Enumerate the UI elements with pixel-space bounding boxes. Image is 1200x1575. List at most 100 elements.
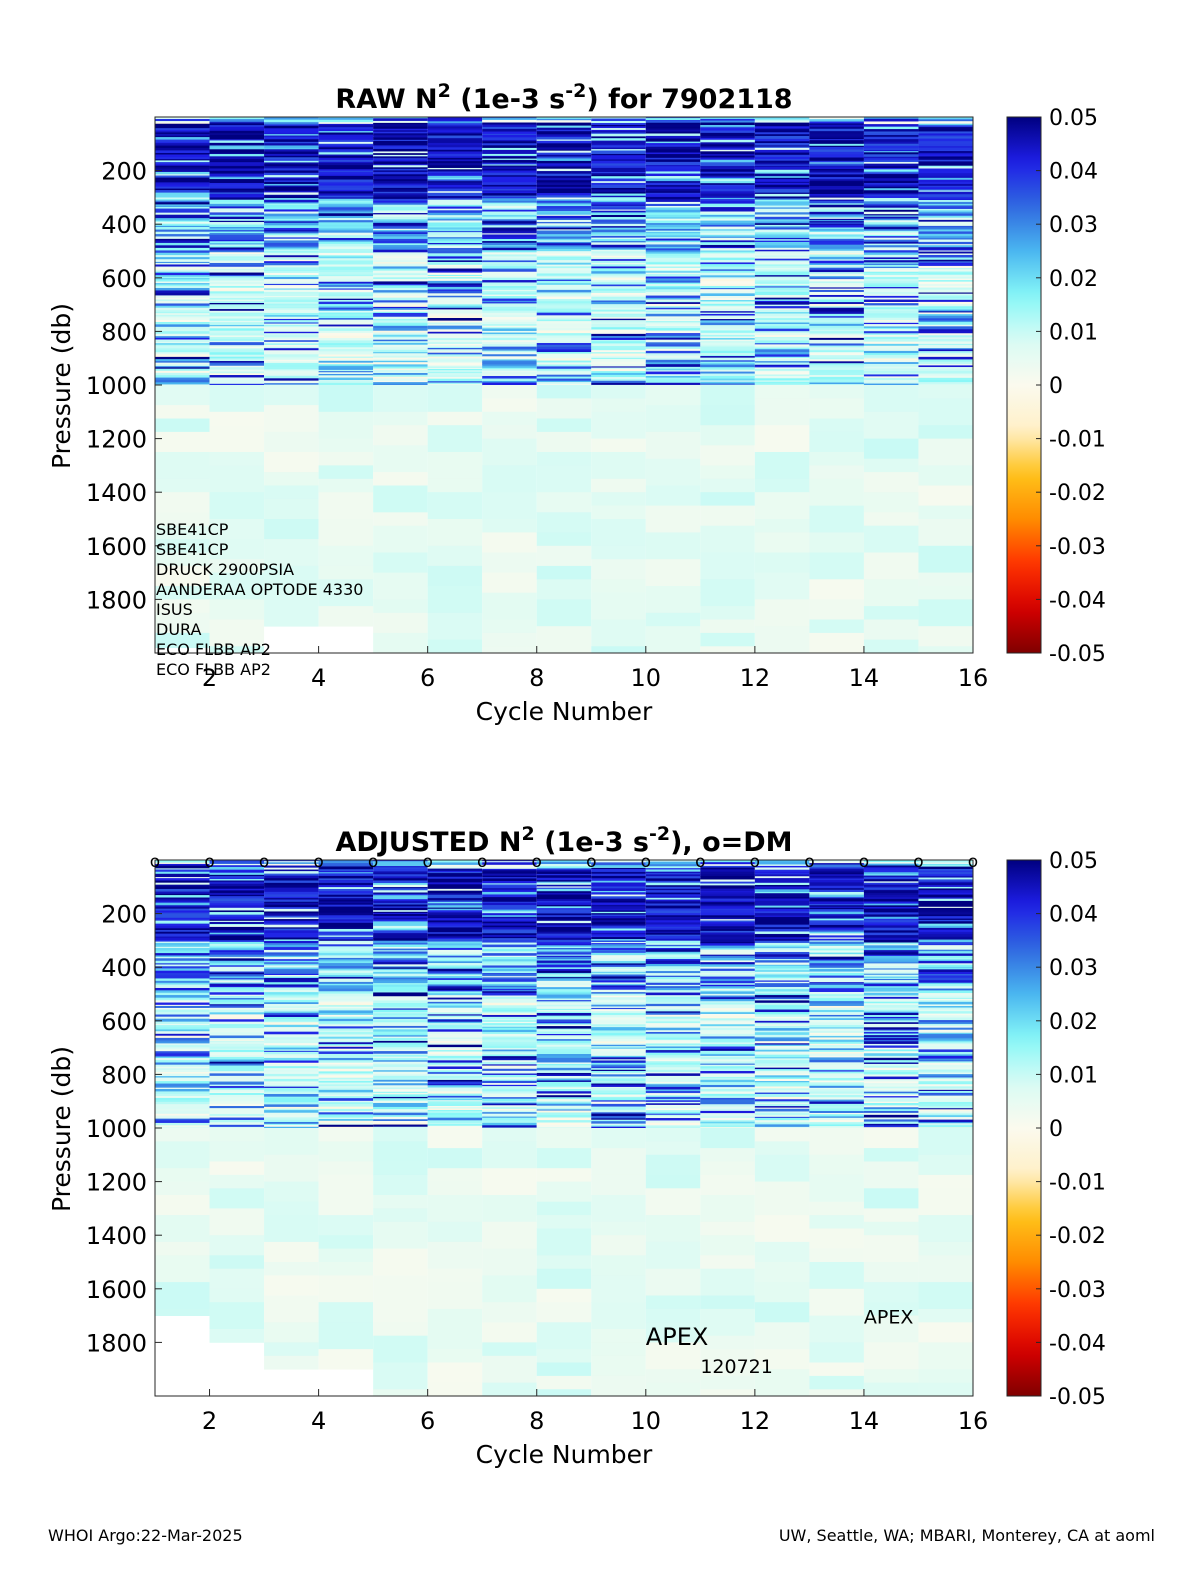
heatmap-cell: [918, 277, 973, 280]
heatmap-cell: [809, 124, 864, 128]
heatmap-cell: [155, 174, 210, 176]
heatmap-cell: [754, 343, 810, 345]
heatmap-cell: [427, 373, 483, 375]
heatmap-cell: [536, 163, 592, 165]
heatmap-cell: [373, 1038, 428, 1041]
heatmap-cell: [155, 118, 210, 122]
heatmap-cell: [591, 1024, 646, 1027]
heatmap-cell: [264, 355, 319, 358]
heatmap-cell: [482, 1020, 537, 1023]
heatmap-cell: [427, 912, 483, 916]
heatmap-cell: [155, 539, 210, 553]
heatmap-cell: [591, 1080, 646, 1083]
heatmap-cell: [482, 289, 537, 292]
heatmap-cell: [645, 339, 701, 343]
heatmap-cell: [209, 177, 265, 180]
heatmap-cell: [645, 880, 701, 884]
heatmap-cell: [373, 195, 428, 198]
heatmap-cell: [918, 937, 973, 940]
heatmap-cell: [155, 919, 210, 922]
heatmap-cell: [155, 1040, 210, 1043]
heatmap-cell: [918, 949, 973, 952]
heatmap-cell: [373, 923, 428, 927]
heatmap-cell: [155, 955, 210, 958]
heatmap-cell: [809, 365, 864, 368]
heatmap-cell: [809, 1362, 864, 1377]
heatmap-cell: [700, 1097, 755, 1100]
heatmap-cell: [645, 311, 701, 315]
heatmap-cell: [373, 179, 428, 182]
heatmap-cell: [591, 999, 646, 1002]
heatmap-cell: [264, 1050, 319, 1053]
heatmap-cell: [918, 190, 973, 193]
heatmap-cell: [482, 157, 537, 159]
heatmap-cell: [809, 293, 864, 296]
heatmap-cell: [536, 1288, 592, 1303]
heatmap-cell: [318, 239, 374, 242]
heatmap-cell: [264, 309, 319, 313]
heatmap-cell: [863, 309, 919, 312]
heatmap-cell: [591, 160, 646, 164]
heatmap-cell: [536, 139, 592, 142]
x-tick-label: 16: [958, 664, 989, 692]
heatmap-cell: [264, 261, 319, 264]
heatmap-cell: [482, 967, 537, 970]
heatmap-cell: [700, 1349, 755, 1377]
heatmap-cell: [918, 183, 973, 187]
heatmap-cell: [863, 1188, 919, 1209]
heatmap-cell: [754, 128, 810, 131]
heatmap-cell: [645, 195, 701, 198]
heatmap-cell: [645, 1241, 701, 1270]
heatmap-cell: [645, 154, 701, 157]
heatmap-cell: [863, 921, 919, 924]
heatmap-cell: [155, 910, 210, 913]
heatmap-cell: [863, 438, 919, 460]
heatmap-cell: [427, 244, 483, 246]
heatmap-cell: [264, 1057, 319, 1061]
heatmap-cell: [918, 1115, 973, 1118]
heatmap-cell: [918, 974, 973, 976]
heatmap-cell: [318, 224, 374, 227]
heatmap-cell: [155, 863, 210, 866]
heatmap-cell: [155, 1215, 210, 1243]
heatmap-cell: [209, 354, 265, 358]
heatmap-cell: [645, 990, 701, 992]
heatmap-cell: [700, 137, 755, 141]
heatmap-cell: [918, 167, 973, 169]
heatmap-cell: [754, 478, 810, 493]
heatmap-cell: [918, 377, 973, 381]
heatmap-cell: [754, 1302, 810, 1323]
heatmap-cell: [373, 1126, 428, 1129]
heatmap-cell: [918, 244, 973, 246]
heatmap-cell: [155, 117, 210, 120]
heatmap-cell: [264, 192, 319, 196]
heatmap-cell: [536, 955, 592, 958]
heatmap-cell: [264, 867, 319, 870]
heatmap-cell: [700, 1073, 755, 1077]
heatmap-cell: [591, 355, 646, 359]
heatmap-cell: [264, 984, 319, 987]
heatmap-cell: [645, 328, 701, 332]
heatmap-cell: [427, 1098, 483, 1101]
heatmap-cell: [318, 1026, 374, 1029]
heatmap-cell: [700, 988, 755, 991]
heatmap-cell: [754, 880, 810, 884]
heatmap-cell: [536, 117, 592, 120]
heatmap-cell: [264, 383, 319, 386]
heatmap-cell: [591, 198, 646, 202]
heatmap-cell: [863, 1128, 919, 1149]
heatmap-cell: [918, 871, 973, 875]
heatmap-cell: [754, 978, 810, 981]
heatmap-cell: [863, 1011, 919, 1014]
heatmap-cell: [645, 192, 701, 195]
heatmap-cell: [645, 1126, 701, 1129]
heatmap-cell: [809, 972, 864, 976]
heatmap-cell: [264, 177, 319, 180]
heatmap-cell: [754, 193, 810, 197]
heatmap-cell: [373, 374, 428, 378]
heatmap-cell: [427, 121, 483, 124]
heatmap-cell: [427, 886, 483, 890]
heatmap-cell: [264, 354, 319, 356]
heatmap-cell: [209, 154, 265, 157]
heatmap-cell: [863, 865, 919, 868]
